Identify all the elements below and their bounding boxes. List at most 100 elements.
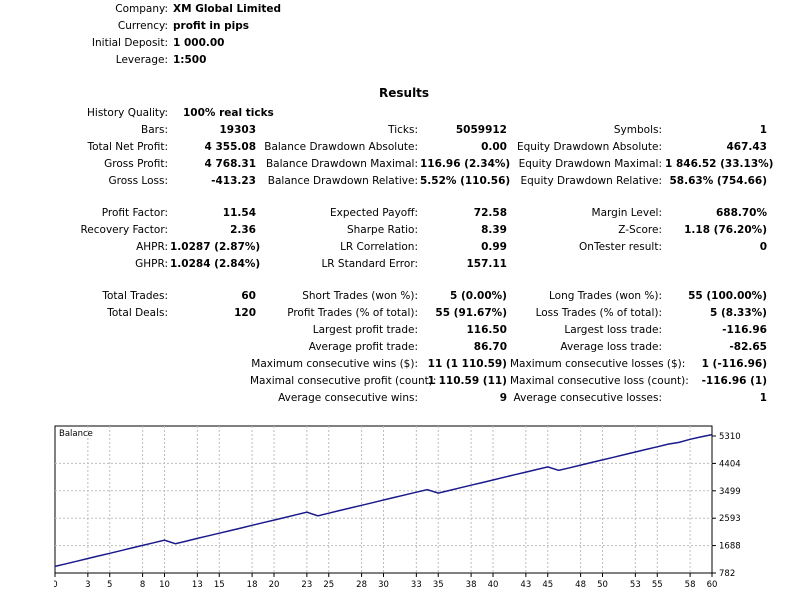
average-profit-value: 86.70 [473, 341, 507, 353]
avg-consec-losses-label: Average consecutive losses: [513, 392, 662, 404]
profit-trades-value: 55 (91.67%) [435, 307, 507, 319]
equity-dd-rel-label: Equity Drawdown Relative: [520, 175, 662, 187]
avg-consec-wins-value: 9 [499, 392, 507, 404]
largest-loss-label: Largest loss trade: [564, 324, 662, 336]
x-tick-label: 60 [707, 580, 718, 590]
gross-profit-label: Gross Profit: [104, 158, 168, 170]
chart-legend-balance: Balance [59, 429, 93, 439]
recovery-factor-label: Recovery Factor: [80, 224, 168, 236]
balance-dd-max-label: Balance Drawdown Maximal: [265, 158, 418, 170]
total-trades-value: 60 [241, 290, 256, 302]
largest-profit-value: 116.50 [466, 324, 507, 336]
loss-trades-value: 5 (8.33%) [710, 307, 767, 319]
recovery-factor-value: 2.36 [230, 224, 256, 236]
equity-dd-abs-label: Equity Drawdown Absolute: [516, 141, 662, 153]
y-tick-label: 1688 [719, 542, 741, 552]
equity-dd-max-label: Equity Drawdown Maximal: [518, 158, 662, 170]
max-consec-losses-value: 1 (-116.96) [701, 358, 767, 370]
z-score-value: 1.18 (76.20%) [684, 224, 767, 236]
sharpe-ratio-value: 8.39 [481, 224, 507, 236]
currency-label: Currency: [117, 20, 168, 32]
history-quality-value: 100% real ticks [183, 107, 274, 119]
y-tick-label: 3499 [719, 487, 741, 497]
ontester-value: 0 [759, 241, 767, 253]
symbols-label: Symbols: [613, 124, 662, 136]
profit-trades-label: Profit Trades (% of total): [287, 307, 418, 319]
sharpe-ratio-label: Sharpe Ratio: [346, 224, 418, 236]
ticks-value: 5059912 [455, 124, 507, 136]
profit-factor-label: Profit Factor: [101, 207, 168, 219]
leverage-label: Leverage: [115, 54, 168, 66]
x-tick-label: 38 [466, 580, 477, 590]
ahpr-label: AHPR: [136, 241, 168, 253]
loss-trades-label: Loss Trades (% of total): [535, 307, 662, 319]
balance-dd-abs-label: Balance Drawdown Absolute: [264, 141, 418, 153]
largest-profit-label: Largest profit trade: [312, 324, 418, 336]
bars-label: Bars: [141, 124, 168, 136]
total-trades-label: Total Trades: [102, 290, 168, 302]
balance-dd-rel-value: 5.52% (110.56) [420, 175, 511, 187]
lr-correlation-value: 0.99 [481, 241, 507, 253]
y-tick-label: 782 [719, 569, 735, 579]
x-tick-label: 55 [652, 580, 663, 590]
x-tick-label: 30 [378, 580, 389, 590]
maximal-consec-loss-value: -116.96 (1) [701, 375, 767, 387]
leverage-value: 1:500 [173, 54, 207, 66]
total-net-profit-label: Total Net Profit: [87, 141, 168, 153]
x-tick-label: 45 [542, 580, 553, 590]
long-trades-label: Long Trades (won %): [548, 290, 662, 302]
max-consec-wins-value: 11 (1 110.59) [427, 358, 507, 370]
x-tick-label: 0 [54, 580, 58, 590]
x-tick-label: 8 [140, 580, 145, 590]
currency-value: profit in pips [173, 20, 249, 32]
ghpr-value: 1.0284 (2.84%) [170, 258, 261, 270]
x-tick-label: 25 [323, 580, 334, 590]
equity-dd-abs-value: 467.43 [726, 141, 767, 153]
z-score-label: Z-Score: [618, 224, 662, 236]
total-deals-label: Total Deals: [107, 307, 168, 319]
ahpr-value: 1.0287 (2.87%) [170, 241, 261, 253]
x-tick-label: 43 [520, 580, 531, 590]
x-tick-label: 23 [301, 580, 312, 590]
total-deals-value: 120 [234, 307, 256, 319]
lr-correlation-label: LR Correlation: [340, 241, 418, 253]
average-profit-label: Average profit trade: [308, 341, 418, 353]
x-tick-label: 48 [575, 580, 586, 590]
lr-std-error-label: LR Standard Error: [321, 258, 418, 270]
maximal-consec-profit-value: 1 110.59 (11) [427, 375, 507, 387]
balance-dd-max-value: 116.96 (2.34%) [420, 158, 511, 170]
max-consec-losses-label: Maximum consecutive losses ($): [510, 358, 686, 370]
results-title: Results [379, 86, 430, 100]
margin-level-value: 688.70% [715, 207, 767, 219]
max-consec-wins-label: Maximum consecutive wins ($): [251, 358, 418, 370]
total-net-profit-value: 4 355.08 [204, 141, 256, 153]
history-quality-label: History Quality: [87, 107, 168, 119]
short-trades-label: Short Trades (won %): [302, 290, 418, 302]
balance-dd-abs-value: 0.00 [481, 141, 507, 153]
gross-loss-value: -413.23 [211, 175, 256, 187]
balance-chart: 0 3 5 8 10 13 15 18 20 23 25 28 30 33 35 38 40 43 45 48 50 53… [52, 425, 754, 597]
ontester-label: OnTester result: [579, 241, 662, 253]
x-tick-label: 58 [685, 580, 696, 590]
x-tick-label: 18 [247, 580, 258, 590]
x-tick-label: 15 [214, 580, 225, 590]
x-tick-label: 40 [488, 580, 499, 590]
equity-dd-max-value: 1 846.52 (33.13%) [665, 158, 774, 170]
bars-value: 19303 [219, 124, 256, 136]
balance-series-line [54, 433, 713, 568]
y-tick-label: 4404 [719, 459, 741, 469]
x-tick-label: 28 [356, 580, 367, 590]
ghpr-label: GHPR: [135, 258, 168, 270]
expected-payoff-value: 72.58 [473, 207, 507, 219]
x-tick-label: 5 [107, 580, 112, 590]
average-loss-value: -82.65 [729, 341, 767, 353]
balance-chart-svg: 0 3 5 8 10 13 15 18 20 23 25 28 30 33 35 38 40 43 45 48 50 53… [52, 425, 741, 590]
gross-profit-value: 4 768.31 [204, 158, 256, 170]
profit-factor-value: 11.54 [222, 207, 256, 219]
y-tick-label: 2593 [719, 514, 741, 524]
avg-consec-losses-value: 1 [759, 392, 767, 404]
expected-payoff-label: Expected Payoff: [329, 207, 418, 219]
x-tick-label: 3 [85, 580, 90, 590]
balance-dd-rel-label: Balance Drawdown Relative: [267, 175, 418, 187]
ticks-label: Ticks: [388, 124, 418, 136]
